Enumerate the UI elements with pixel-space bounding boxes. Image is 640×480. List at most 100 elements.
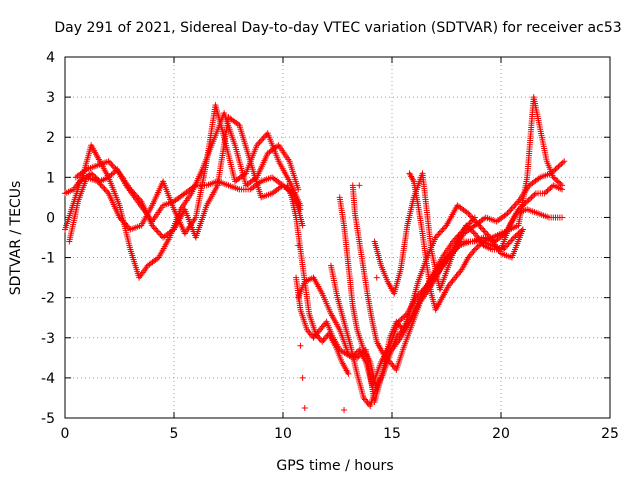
data-point (151, 225, 158, 232)
data-point (479, 239, 486, 246)
data-point (436, 229, 443, 236)
data-point (551, 175, 558, 182)
data-point (355, 353, 362, 360)
outlier-point (356, 182, 363, 189)
data-point (435, 231, 442, 238)
series-track-a (62, 166, 304, 233)
data-point (509, 204, 516, 211)
data-point (515, 206, 522, 213)
y-tick-label: -2 (41, 291, 55, 307)
data-point (471, 246, 478, 253)
data-point (256, 139, 263, 146)
data-point (547, 185, 554, 192)
data-point (509, 236, 516, 243)
data-point (511, 202, 518, 209)
y-tick-label: 4 (46, 50, 55, 66)
data-point (477, 241, 484, 248)
data-point (524, 198, 531, 205)
data-point (401, 313, 408, 320)
series-track-d (72, 114, 306, 241)
data-point (295, 186, 302, 193)
data-point (262, 133, 269, 140)
y-tick-label: 1 (46, 170, 55, 186)
data-point (519, 226, 526, 233)
x-axis-label: GPS time / hours (276, 458, 393, 474)
data-point (156, 229, 163, 236)
data-point (556, 179, 563, 186)
data-point (109, 162, 116, 169)
x-tick-label: 5 (170, 426, 179, 442)
data-point (549, 168, 556, 175)
data-point (545, 186, 552, 193)
data-point (512, 233, 519, 240)
y-tick-label: -3 (41, 331, 55, 347)
outlier-point (373, 274, 380, 281)
data-point (109, 170, 116, 177)
data-point (512, 201, 519, 208)
data-point (550, 174, 557, 181)
data-point (543, 189, 550, 196)
data-point (553, 177, 560, 184)
outlier-point (301, 404, 308, 411)
data-point (106, 159, 113, 166)
data-point (525, 197, 532, 204)
data-point (556, 162, 563, 169)
x-tick-label: 20 (492, 426, 510, 442)
y-tick-label: -1 (41, 251, 55, 267)
data-point (259, 136, 266, 143)
data-point (511, 234, 518, 241)
data-point (559, 182, 566, 189)
data-point (398, 316, 405, 323)
chart-title: Day 291 of 2021, Sidereal Day-to-day VTE… (54, 20, 621, 36)
y-tick-label: -4 (41, 371, 55, 387)
data-point (508, 205, 515, 212)
outlier-point (297, 342, 304, 349)
data-point (439, 226, 446, 233)
outlier-point (295, 242, 302, 249)
data-point (559, 159, 566, 166)
data-point (153, 226, 160, 233)
data-point (552, 166, 559, 173)
data-point (257, 137, 264, 144)
data-point (506, 239, 513, 246)
data-point (474, 243, 481, 250)
data-point (507, 207, 514, 214)
y-tick-label: 3 (46, 90, 55, 106)
data-point (345, 370, 352, 377)
x-tick-label: 10 (274, 426, 292, 442)
data-point (554, 178, 561, 185)
series-track-h (371, 170, 566, 297)
data-point (527, 195, 534, 202)
y-tick-label: 2 (46, 130, 55, 146)
outlier-point (341, 406, 348, 413)
data-point (561, 158, 568, 165)
data-point (357, 352, 364, 359)
data-point (548, 170, 555, 177)
data-point (544, 187, 551, 194)
data-point (440, 225, 447, 232)
data-point (470, 229, 477, 236)
grid (65, 57, 610, 418)
data-point (299, 222, 306, 229)
y-tick-label: 0 (46, 210, 55, 226)
data-points (62, 94, 568, 413)
data-point (480, 226, 487, 233)
series-track-j (327, 158, 568, 409)
data-point (529, 193, 536, 200)
x-tick-label: 25 (601, 426, 619, 442)
data-point (471, 214, 478, 221)
data-point (513, 231, 520, 238)
data-point (558, 160, 565, 167)
data-point (541, 190, 548, 197)
x-tick-label: 15 (383, 426, 401, 442)
data-point (473, 245, 480, 252)
data-point (108, 171, 115, 178)
series-track-i (406, 94, 566, 313)
data-point (438, 228, 445, 235)
data-point (505, 208, 512, 215)
x-tick-label: 0 (61, 426, 70, 442)
data-point (476, 242, 483, 249)
series-track-c (66, 102, 304, 245)
series-track-l (284, 182, 352, 377)
